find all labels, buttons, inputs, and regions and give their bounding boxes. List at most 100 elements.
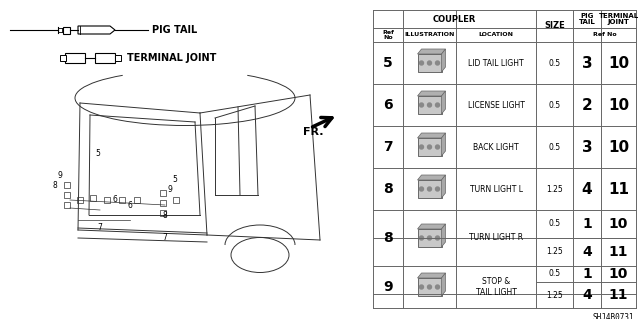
Text: 4: 4	[582, 288, 592, 302]
Text: 0.5: 0.5	[548, 100, 561, 109]
Polygon shape	[417, 273, 445, 278]
Text: TURN LIGHT R: TURN LIGHT R	[469, 234, 523, 242]
Text: BACK LIGHT: BACK LIGHT	[473, 143, 519, 152]
Polygon shape	[442, 133, 445, 156]
Text: 10: 10	[608, 98, 629, 113]
Text: PIG TAIL: PIG TAIL	[152, 25, 197, 35]
Text: 6: 6	[383, 98, 393, 112]
Text: 0.5: 0.5	[548, 270, 561, 278]
Bar	[65, 53, 85, 63]
Text: 10: 10	[608, 139, 629, 154]
Text: 8: 8	[52, 181, 58, 189]
Text: FR.: FR.	[303, 127, 323, 137]
Text: 5: 5	[173, 175, 177, 184]
Circle shape	[435, 145, 440, 149]
Text: 0.5: 0.5	[548, 219, 561, 228]
Circle shape	[419, 145, 424, 149]
Text: TERMINAL JOINT: TERMINAL JOINT	[127, 53, 216, 63]
Text: ILLUSTRATION: ILLUSTRATION	[404, 33, 454, 38]
Text: 10: 10	[609, 217, 628, 231]
Polygon shape	[442, 224, 445, 247]
Bar	[64, 192, 70, 198]
Text: 6: 6	[127, 201, 132, 210]
Bar	[134, 197, 140, 203]
Bar	[104, 197, 110, 203]
Circle shape	[428, 236, 431, 240]
Circle shape	[428, 187, 431, 191]
Text: 0.5: 0.5	[548, 143, 561, 152]
Circle shape	[419, 103, 424, 107]
Text: LOCATION: LOCATION	[479, 33, 513, 38]
Text: 11: 11	[609, 245, 628, 259]
Circle shape	[435, 285, 440, 289]
Bar	[173, 197, 179, 203]
Polygon shape	[417, 224, 445, 229]
Text: STOP &
TAIL LIGHT: STOP & TAIL LIGHT	[476, 277, 516, 297]
Bar	[417, 229, 442, 247]
Circle shape	[419, 236, 424, 240]
Bar	[95, 53, 115, 63]
Bar	[417, 54, 442, 72]
Text: 9: 9	[58, 170, 63, 180]
Text: 7: 7	[97, 224, 102, 233]
Bar	[115, 55, 121, 61]
Text: 9: 9	[168, 186, 172, 195]
Polygon shape	[417, 91, 445, 96]
Text: 0.5: 0.5	[548, 58, 561, 68]
Text: 10: 10	[609, 267, 628, 281]
Bar	[60, 55, 66, 61]
Text: 8: 8	[163, 211, 168, 219]
Circle shape	[435, 236, 440, 240]
Text: 7: 7	[383, 140, 393, 154]
Polygon shape	[442, 273, 445, 296]
Bar	[63, 27, 70, 34]
Polygon shape	[442, 49, 445, 72]
Text: Ref No: Ref No	[593, 33, 616, 38]
Polygon shape	[417, 133, 445, 138]
Bar	[417, 96, 442, 114]
Text: SIZE: SIZE	[544, 21, 565, 31]
Text: 2: 2	[582, 98, 593, 113]
Circle shape	[419, 61, 424, 65]
Polygon shape	[442, 175, 445, 198]
Polygon shape	[442, 91, 445, 114]
Bar	[64, 182, 70, 188]
Bar	[417, 138, 442, 156]
Circle shape	[435, 61, 440, 65]
Text: 8: 8	[383, 182, 393, 196]
Text: COUPLER: COUPLER	[433, 14, 476, 24]
Circle shape	[435, 103, 440, 107]
Text: SHJ4B0731: SHJ4B0731	[593, 313, 634, 319]
Polygon shape	[417, 175, 445, 180]
Text: TURN LIGHT L: TURN LIGHT L	[470, 184, 522, 194]
Circle shape	[428, 145, 431, 149]
Text: 1: 1	[582, 267, 592, 281]
Text: 8: 8	[383, 231, 393, 245]
Bar	[90, 195, 96, 201]
Text: PIG
TAIL: PIG TAIL	[579, 13, 595, 25]
Bar	[160, 190, 166, 196]
Text: 1.25: 1.25	[546, 291, 563, 300]
Text: 1: 1	[582, 217, 592, 231]
Bar	[77, 197, 83, 203]
Text: 4: 4	[582, 245, 592, 259]
Text: 11: 11	[608, 182, 629, 197]
Bar	[417, 180, 442, 198]
Bar	[119, 197, 125, 203]
Circle shape	[419, 285, 424, 289]
Text: 1.25: 1.25	[546, 248, 563, 256]
Text: TERMINAL
JOINT: TERMINAL JOINT	[598, 13, 639, 25]
Bar	[417, 278, 442, 296]
Text: 4: 4	[582, 182, 592, 197]
Text: 3: 3	[582, 56, 592, 70]
Circle shape	[428, 61, 431, 65]
Text: 5: 5	[383, 56, 393, 70]
Text: 11: 11	[609, 288, 628, 302]
Text: 5: 5	[95, 149, 100, 158]
Circle shape	[435, 187, 440, 191]
Text: LICENSE LIGHT: LICENSE LIGHT	[468, 100, 524, 109]
Bar	[64, 202, 70, 208]
Bar	[160, 210, 166, 216]
Text: Ref
No: Ref No	[382, 30, 394, 40]
Bar	[160, 200, 166, 206]
